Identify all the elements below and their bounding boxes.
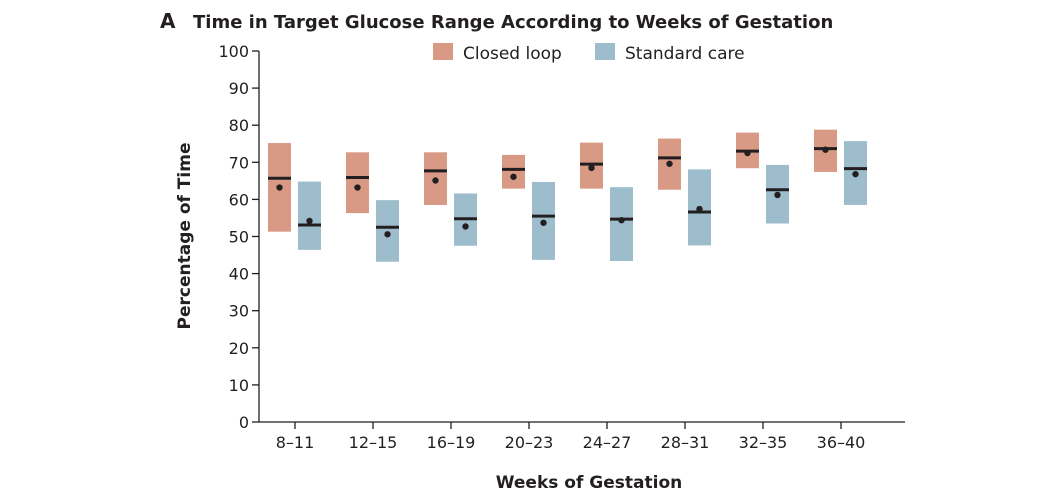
legend-label-closed-loop: Closed loop [463, 44, 562, 64]
mean-point [822, 146, 829, 153]
legend-swatch-standard-care [595, 43, 615, 60]
y-tick-label: 50 [229, 228, 249, 247]
mean-point [588, 164, 595, 172]
iqr-box-standard-care [376, 200, 399, 262]
y-tick-label: 0 [239, 413, 249, 432]
mean-point [276, 184, 283, 191]
y-tick-label: 70 [229, 153, 249, 172]
mean-point [666, 160, 673, 167]
chart-title: Time in Target Glucose Range According t… [193, 12, 833, 33]
mean-point [696, 205, 703, 213]
mean-point [540, 219, 547, 226]
y-tick-label: 80 [229, 116, 249, 135]
x-tick-label: 24–27 [583, 433, 632, 452]
mean-point [384, 231, 391, 238]
x-tick-label: 16–19 [427, 433, 476, 452]
y-tick-label: 20 [229, 339, 249, 358]
legend-swatch-closed-loop [433, 43, 453, 60]
x-axis-label: Weeks of Gestation [496, 473, 682, 493]
panel-label: A [160, 9, 176, 33]
mean-point [774, 191, 781, 199]
iqr-box-standard-care [610, 187, 633, 261]
mean-point [354, 184, 361, 191]
x-tick-label: 20–23 [505, 433, 554, 452]
legend-label-standard-care: Standard care [625, 44, 745, 64]
mean-point [618, 216, 625, 224]
y-axis-label: Percentage of Time [175, 143, 195, 330]
mean-point [432, 177, 439, 184]
y-tick-label: 10 [229, 376, 249, 395]
y-tick-label: 40 [229, 265, 249, 284]
mean-point [306, 217, 313, 225]
y-tick-label: 90 [229, 79, 249, 98]
x-tick-label: 36–40 [817, 433, 866, 452]
y-tick-label: 60 [229, 190, 249, 209]
x-tick-label: 8–11 [276, 433, 315, 452]
iqr-box-closed-loop [346, 152, 369, 214]
mean-point [744, 149, 751, 157]
mean-point [852, 170, 859, 178]
x-tick-label: 12–15 [349, 433, 398, 452]
x-tick-label: 32–35 [739, 433, 788, 452]
mean-point [510, 173, 517, 180]
y-tick-label: 100 [218, 42, 249, 61]
y-tick-label: 30 [229, 302, 249, 321]
iqr-box-closed-loop [502, 154, 525, 189]
mean-point [462, 223, 469, 230]
legend: Closed loop Standard care [433, 43, 745, 64]
x-tick-label: 28–31 [661, 433, 710, 452]
iqr-box-standard-care [298, 181, 321, 250]
